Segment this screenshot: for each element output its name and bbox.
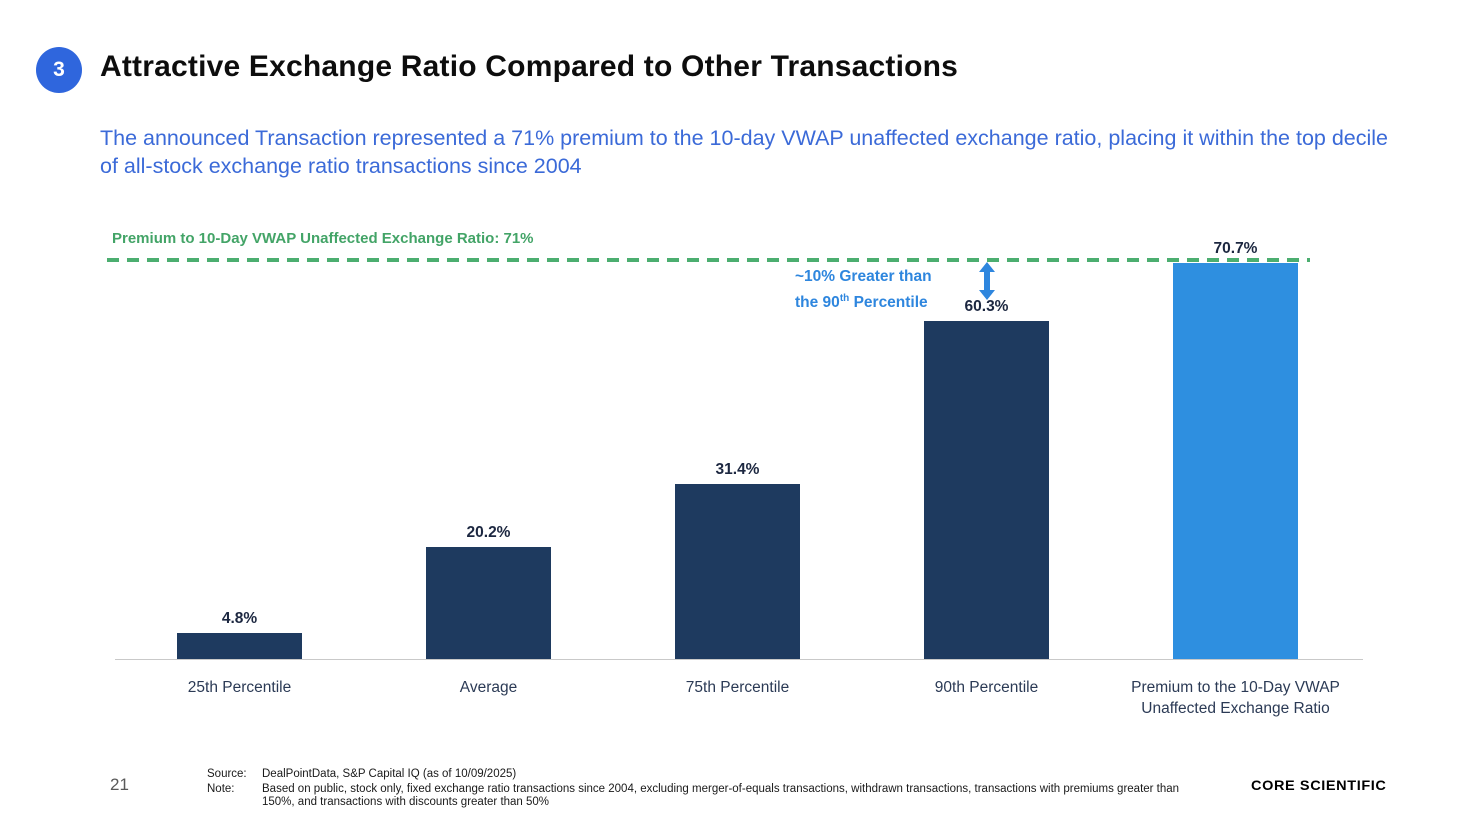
source-text: DealPointData, S&P Capital IQ (as of 10/… <box>262 768 517 780</box>
reference-line-label: Premium to 10-Day VWAP Unaffected Exchan… <box>112 230 534 247</box>
bar-value-label: 4.8% <box>221 610 258 627</box>
badge-number: 3 <box>53 58 65 81</box>
annotation-line1: ~10% Greater than <box>795 268 932 285</box>
annotation-90th-percentile: ~10% Greater than the 90th Percentile <box>795 266 970 314</box>
note-label: Note: <box>207 782 235 795</box>
bar-group: 31.4% <box>613 461 862 660</box>
footnotes: Source: DealPointData, S&P Capital IQ (a… <box>207 768 1217 810</box>
source-label: Source: <box>207 768 247 780</box>
bar-value-label: 70.7% <box>1213 240 1258 257</box>
category-label: Average <box>459 679 518 696</box>
reference-dashed-line <box>107 258 1310 262</box>
bar-value-label: 60.3% <box>964 298 1009 316</box>
bar <box>177 633 302 660</box>
bar <box>426 546 551 660</box>
category-label: Premium to the 10-Day VWAP Unaffected Exc… <box>1131 679 1340 717</box>
x-axis-line <box>115 659 1363 660</box>
bar-group: 4.8% <box>115 610 364 660</box>
x-axis-labels: 25th Percentile Average 75th Percentile 90t… <box>115 677 1360 719</box>
category-label: 25th Percentile <box>187 679 292 696</box>
core-scientific-logo: CORE SCIENTIFIC <box>1251 778 1387 794</box>
bar-value-label: 31.4% <box>715 460 760 478</box>
bar-chart: 4.8% 20.2% 31.4% 60.3% 70.7% <box>115 240 1360 660</box>
category-label: 75th Percentile <box>685 679 790 696</box>
slide-number-badge: 3 <box>36 47 82 93</box>
bar <box>1173 263 1298 660</box>
bar-group: 70.7% <box>1111 240 1360 660</box>
annotation-line2: the 90th Percentile <box>795 293 928 312</box>
double-arrow-icon <box>979 262 995 300</box>
bar-group: 20.2% <box>364 524 613 660</box>
bar-value-label: 20.2% <box>466 523 511 541</box>
bar <box>924 321 1049 660</box>
note-text: Based on public, stock only, fixed excha… <box>262 782 1180 809</box>
page-title: Attractive Exchange Ratio Compared to Ot… <box>100 50 959 83</box>
subtitle: The announced Transaction represented a … <box>100 126 1389 178</box>
category-label: 90th Percentile <box>934 679 1039 696</box>
page-number: 21 <box>110 775 129 794</box>
bar-group: 60.3% <box>862 298 1111 660</box>
bar <box>675 483 800 660</box>
